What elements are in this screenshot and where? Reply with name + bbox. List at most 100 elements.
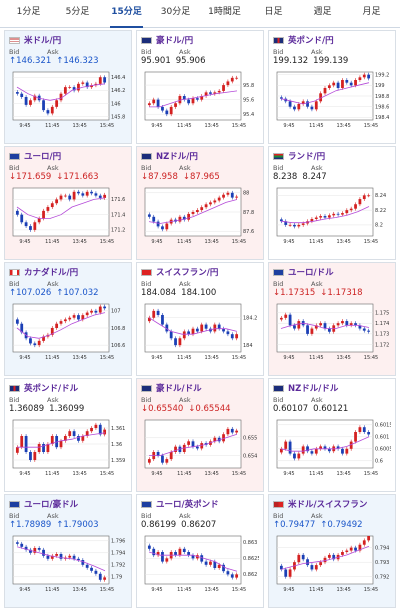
tab-4[interactable]: 1時間足 [208, 6, 241, 17]
tab-6[interactable]: 週足 [313, 6, 332, 17]
pair-name[interactable]: NZドル/ドル [288, 384, 339, 394]
price-chart[interactable]: 107 106.8 106.6 9:45 11:45 13:45 15:45 [9, 301, 127, 361]
currency-card-14[interactable]: 米ドル/スイスフラン Bid Ask ↑0.79477 ↑0.79492 0.794 0.7… [268, 494, 396, 608]
moving-average-line [280, 206, 370, 224]
price-values: ↑146.321 ↑146.323 [9, 56, 127, 67]
candle-body [195, 210, 199, 212]
x-tick-label: 13:45 [72, 239, 86, 245]
x-tick-label: 9:45 [283, 123, 294, 129]
price-chart[interactable]: 1.175 1.174 1.173 1.172 9:45 11:45 13:45 15:45 [273, 301, 391, 361]
candle-body [68, 431, 72, 436]
currency-card-7[interactable]: スイスフラン/円 Bid Ask 184.084 184.100 184.2 184 9:45… [136, 262, 264, 376]
pair-name[interactable]: 英ポンド/ドル [24, 384, 79, 394]
currency-card-12[interactable]: ユーロ/豪ドル Bid Ask ↑1.78989 ↑1.79003 1.796 1.794 1… [4, 494, 132, 608]
tab-5[interactable]: 日足 [264, 6, 283, 17]
pair-name[interactable]: ユーロ/円 [24, 152, 62, 162]
currency-card-6[interactable]: カナダドル/円 Bid Ask ↑107.026 ↑107.032 107 106.8 106… [4, 262, 132, 376]
currency-card-0[interactable]: 米ドル/円 Bid Ask ↑146.321 ↑146.323 146.4 146.2 146… [4, 30, 132, 144]
moving-average-line [148, 199, 238, 224]
pair-name[interactable]: スイスフラン/円 [156, 268, 219, 278]
candle-body [345, 80, 349, 83]
pair-name[interactable]: 米ドル/円 [24, 36, 62, 46]
currency-card-1[interactable]: 豪ドル/円 Bid Ask 95.901 95.906 95.8 95.6 95.4 9:45 1… [136, 30, 264, 144]
currency-card-8[interactable]: ユーロ/ドル Bid Ask ↓1.17315 ↓1.17318 1.175 1.174 1.… [268, 262, 396, 376]
pair-name[interactable]: ランド/円 [288, 152, 326, 162]
candle-body [77, 191, 80, 194]
bid-label: Bid [273, 512, 284, 520]
pair-name[interactable]: ユーロ/ドル [288, 268, 334, 278]
ask-value: 0.60121 [313, 404, 349, 414]
pair-name[interactable]: 米ドル/スイスフラン [288, 500, 368, 510]
price-chart[interactable]: 95.8 95.6 95.4 9:45 11:45 13:45 15:45 [141, 69, 259, 129]
bid-label: Bid [141, 396, 152, 404]
price-chart[interactable]: 1.361 1.36 1.359 9:45 11:45 13:45 15:45 [9, 417, 127, 477]
candle-body [209, 561, 212, 565]
candle-body [191, 212, 195, 214]
tab-1[interactable]: 5分足 [65, 6, 90, 17]
bid-label: Bid [9, 512, 20, 520]
plot-area [276, 419, 374, 469]
x-tick-label: 9:45 [19, 587, 30, 593]
eu-flag-icon [141, 500, 152, 508]
candle-body [217, 197, 221, 201]
price-chart[interactable]: 0.655 0.654 9:45 11:45 13:45 15:45 [141, 417, 259, 477]
y-tick-label: 184 [243, 343, 253, 349]
candle-body [72, 87, 76, 91]
price-chart[interactable]: 0.863 0.8625 0.862 9:45 11:45 13:45 15:45 [141, 533, 259, 593]
price-chart[interactable]: 88 87.8 87.6 9:45 11:45 13:45 15:45 [141, 185, 259, 245]
ask-label: Ask [47, 48, 59, 56]
currency-card-5[interactable]: ランド/円 Bid Ask 8.238 8.247 8.24 8.22 8.2 9:45 11:4… [268, 146, 396, 260]
pair-name[interactable]: 豪ドル/ドル [156, 384, 202, 394]
ask-label: Ask [47, 512, 59, 520]
price-chart[interactable]: 171.6 171.4 171.2 9:45 11:45 13:45 15:45 [9, 185, 127, 245]
pair-name[interactable]: カナダドル/円 [24, 268, 79, 278]
ask-value: ↓171.663 [56, 172, 99, 182]
price-chart[interactable]: 146.4 146.2 146 145.8 9:45 11:45 13:45 15:45 [9, 69, 127, 129]
candle-body [169, 331, 173, 339]
x-tick-label: 11:45 [309, 355, 323, 361]
candle-body [182, 548, 186, 552]
price-chart[interactable]: 184.2 184 9:45 11:45 13:45 15:45 [141, 301, 259, 361]
y-tick-label: 198.6 [375, 104, 389, 110]
currency-card-9[interactable]: 英ポンド/ドル Bid Ask 1.36089 1.36099 1.361 1.36 1.35… [4, 378, 132, 492]
bid-value: 0.86199 [141, 520, 177, 530]
y-tick-label: 1.359 [111, 458, 125, 464]
x-tick-label: 15:45 [100, 239, 114, 245]
currency-card-11[interactable]: NZドル/ドル Bid Ask 0.60107 0.60121 0.6015 0.601 0.… [268, 378, 396, 492]
currency-card-13[interactable]: ユーロ/英ポンド Bid Ask 0.86199 0.86207 0.863 0.8625 0… [136, 494, 264, 608]
candle-body [15, 319, 19, 324]
pair-name[interactable]: ユーロ/英ポンド [156, 500, 219, 510]
candle-body [297, 224, 301, 227]
ask-label: Ask [179, 48, 191, 56]
x-tick-label: 11:45 [177, 587, 191, 593]
price-chart[interactable]: 0.794 0.793 0.792 9:45 11:45 13:45 15:45 [273, 533, 391, 593]
candle-body [235, 574, 239, 578]
tab-7[interactable]: 月足 [362, 6, 381, 17]
ask-value: ↑107.032 [56, 288, 99, 298]
currency-card-4[interactable]: NZドル/円 Bid Ask ↓87.958 ↓87.965 88 87.8 87.6 9:45… [136, 146, 264, 260]
y-tick-label: 1.79 [111, 575, 122, 581]
currency-card-3[interactable]: ユーロ/円 Bid Ask ↓171.659 ↓171.663 171.6 171.4 171… [4, 146, 132, 260]
currency-card-10[interactable]: 豪ドル/ドル Bid Ask ↓0.65540 ↓0.65544 0.655 0.654 9:… [136, 378, 264, 492]
tab-3[interactable]: 30分足 [160, 6, 191, 17]
pair-name[interactable]: ユーロ/豪ドル [24, 500, 79, 510]
price-chart[interactable]: 199.2 199 198.8 198.6 198.4 9:45 11:45 13:45 15:… [273, 69, 391, 129]
pair-name[interactable]: 豪ドル/円 [156, 36, 194, 46]
candle-body [77, 83, 80, 91]
za-flag-icon [273, 152, 284, 160]
pair-name[interactable]: 英ポンド/円 [288, 36, 334, 46]
moving-average-line [148, 317, 238, 335]
currency-card-2[interactable]: 英ポンド/円 Bid Ask 199.132 199.139 199.2 199 198.8 1… [268, 30, 396, 144]
candle-body [349, 323, 353, 326]
pair-name[interactable]: NZドル/円 [156, 152, 198, 162]
candle-body [319, 562, 323, 566]
price-chart[interactable]: 1.796 1.794 1.792 1.79 9:45 11:45 13:45 15:45 [9, 533, 127, 593]
candle-body [362, 540, 366, 545]
tab-2[interactable]: 15分足 [102, 0, 151, 28]
candle-body [235, 430, 239, 433]
price-chart[interactable]: 0.6015 0.601 0.6005 0.6 9:45 11:45 13:45 15:45 [273, 417, 391, 477]
moving-average-line [16, 83, 106, 101]
tab-0[interactable]: 1分足 [16, 6, 41, 17]
price-chart[interactable]: 8.24 8.22 8.2 9:45 11:45 13:45 15:45 [273, 185, 391, 245]
y-tick-label: 107 [111, 309, 121, 315]
